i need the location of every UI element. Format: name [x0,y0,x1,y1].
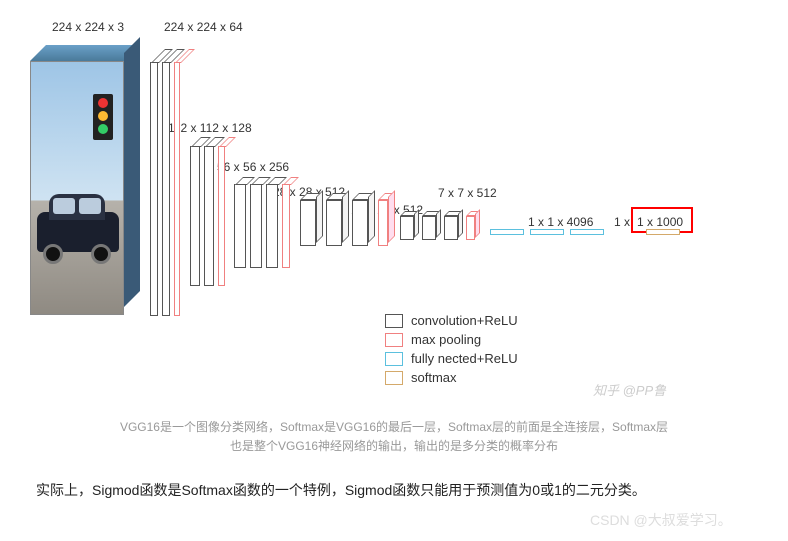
legend-fc-label: fully nected+ReLU [411,351,518,366]
legend-conv-swatch [385,314,403,328]
legend-pool-label: max pooling [411,332,481,347]
input-image [30,45,140,315]
label-conv2: 112 x 112 x 128 [168,121,252,135]
legend-pool: max pooling [385,332,518,347]
caption-line1: VGG16是一个图像分类网络，Softmax是VGG16的最后一层，Softma… [50,418,738,437]
diagram-canvas: 224 x 224 x 3 224 x 224 x 64 112 x 112 x… [0,0,788,541]
watermark-csdn: CSDN @大叔爱学习。 [590,510,732,530]
label-fc2: 1 x [614,215,630,229]
label-input: 224 x 224 x 3 [52,20,124,34]
watermark-zhihu: 知乎 @PP鲁 [593,380,666,399]
legend-fc: fully nected+ReLU [385,351,518,366]
legend-softmax-swatch [385,371,403,385]
figure-caption: VGG16是一个图像分类网络，Softmax是VGG16的最后一层，Softma… [50,418,738,456]
legend-fc-swatch [385,352,403,366]
label-conv3: 56 x 56 x 256 [217,160,289,174]
legend-pool-swatch [385,333,403,347]
label-fc1: 1 x 1 x 4096 [528,215,593,229]
caption-line2: 也是整个VGG16神经网络的输出，输出的是多分类的概率分布 [50,437,738,456]
body-paragraph: 实际上，Sigmod函数是Softmax函数的一个特例，Sigmod函数只能用于… [36,479,736,503]
label-conv1: 224 x 224 x 64 [164,20,243,34]
legend-softmax: softmax [385,370,518,385]
label-pool5: 7 x 7 x 512 [438,186,497,200]
legend-softmax-label: softmax [411,370,457,385]
legend-conv-label: convolution+ReLU [411,313,518,328]
legend-conv: convolution+ReLU [385,313,518,328]
legend: convolution+ReLU max pooling fully necte… [385,313,518,389]
